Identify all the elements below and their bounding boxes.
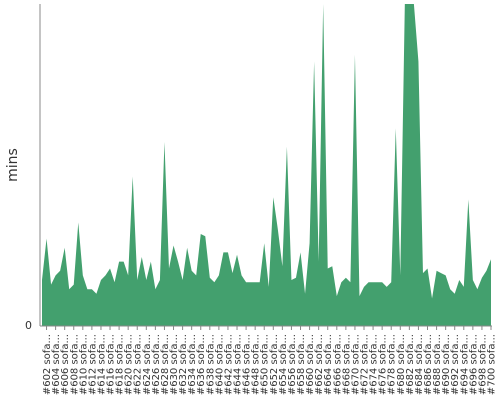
- x-tick-label: #604 sofa...: [51, 334, 62, 395]
- x-tick-label: #640 sofa...: [214, 334, 225, 395]
- x-tick-label: #680 sofa...: [396, 334, 407, 395]
- plot-area: [42, 4, 491, 326]
- x-tick-label: #618 sofa...: [115, 334, 126, 395]
- x-tick-label: #628 sofa...: [160, 334, 171, 395]
- x-tick-label: #686 sofa...: [423, 334, 434, 395]
- x-tick-label: #662 sofa...: [314, 334, 325, 395]
- x-tick-label: #606 sofa...: [60, 334, 71, 395]
- x-tick-label: #692 sofa...: [450, 334, 461, 395]
- x-tick-label: #700 sofa...: [487, 334, 498, 395]
- x-tick-label: #666 sofa...: [332, 334, 343, 395]
- x-tick-label: #652 sofa...: [269, 334, 280, 395]
- x-tick-label: #678 sofa...: [387, 334, 398, 395]
- x-tick-label: #614 sofa...: [96, 334, 107, 395]
- x-tick-label: #690 sofa...: [441, 334, 452, 395]
- x-tick-label: #642 sofa...: [223, 334, 234, 395]
- x-tick-label: #644 sofa...: [233, 334, 244, 395]
- x-tick-label: #696 sofa...: [468, 334, 479, 395]
- x-tick-label: #684 sofa...: [414, 334, 425, 395]
- x-tick-label: #668 sofa...: [341, 334, 352, 395]
- x-tick-label: #632 sofa...: [178, 334, 189, 395]
- y-axis-ticks: 0: [25, 319, 32, 332]
- x-tick-label: #682 sofa...: [405, 334, 416, 395]
- x-tick-label: #636 sofa...: [196, 334, 207, 395]
- x-tick-label: #654 sofa...: [278, 334, 289, 395]
- x-tick-label: #660 sofa...: [305, 334, 316, 395]
- y-tick-label: 0: [25, 319, 32, 332]
- x-tick-label: #610 sofa...: [78, 334, 89, 395]
- x-tick-label: #698 sofa...: [477, 334, 488, 395]
- x-tick-label: #620 sofa...: [124, 334, 135, 395]
- x-tick-label: #670 sofa...: [350, 334, 361, 395]
- y-axis-title: mins: [5, 148, 21, 182]
- x-tick-label: #608 sofa...: [69, 334, 80, 395]
- x-tick-label: #622 sofa...: [133, 334, 144, 395]
- x-tick-label: #672 sofa...: [360, 334, 371, 395]
- x-tick-label: #664 sofa...: [323, 334, 334, 395]
- x-tick-label: #630 sofa...: [169, 334, 180, 395]
- x-tick-label: #688 sofa...: [432, 334, 443, 395]
- x-tick-label: #646 sofa...: [242, 334, 253, 395]
- x-tick-label: #648 sofa...: [251, 334, 262, 395]
- x-tick-label: #674 sofa...: [369, 334, 380, 395]
- x-tick-label: #656 sofa...: [287, 334, 298, 395]
- x-tick-label: #634 sofa...: [187, 334, 198, 395]
- x-tick-label: #658 sofa...: [296, 334, 307, 395]
- x-tick-label: #624 sofa...: [142, 334, 153, 395]
- x-axis-ticks: #602 sofa...#604 sofa...#606 sofa...#608…: [42, 326, 498, 395]
- x-tick-label: #626 sofa...: [151, 334, 162, 395]
- x-tick-label: #638 sofa...: [205, 334, 216, 395]
- x-tick-label: #602 sofa...: [42, 334, 53, 395]
- x-tick-label: #616 sofa...: [106, 334, 117, 395]
- x-tick-label: #650 sofa...: [260, 334, 271, 395]
- series-area: [42, 4, 491, 326]
- x-tick-label: #612 sofa...: [87, 334, 98, 395]
- x-tick-label: #676 sofa...: [378, 334, 389, 395]
- x-tick-label: #694 sofa...: [459, 334, 470, 395]
